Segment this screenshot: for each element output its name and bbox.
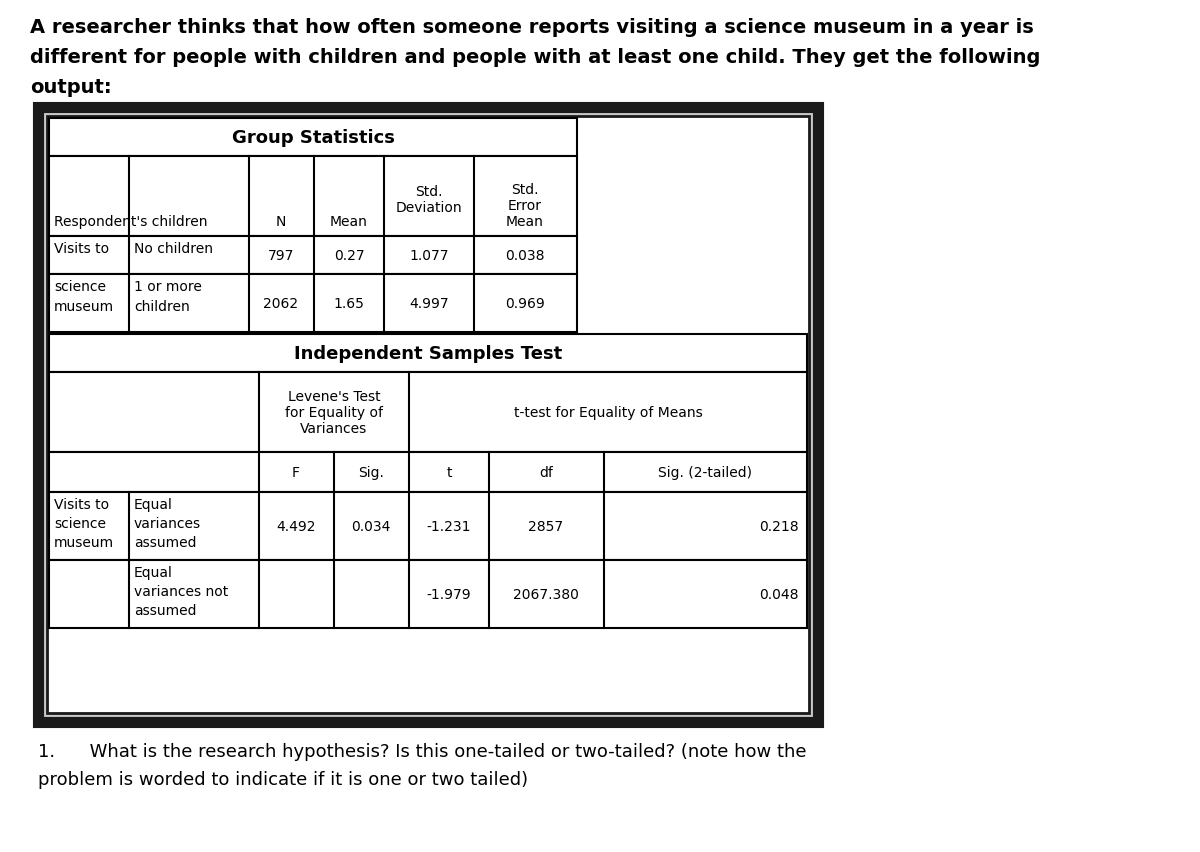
Text: F: F: [292, 465, 300, 480]
Text: assumed: assumed: [134, 535, 197, 550]
Text: Levene's Test
for Equality of
Variances: Levene's Test for Equality of Variances: [286, 389, 383, 435]
Text: Sig. (2-tailed): Sig. (2-tailed): [658, 465, 752, 480]
Text: variances: variances: [134, 516, 202, 531]
Text: t-test for Equality of Means: t-test for Equality of Means: [514, 406, 702, 419]
Text: 0.038: 0.038: [505, 249, 545, 262]
Text: 4.997: 4.997: [409, 296, 449, 311]
Text: 1.65: 1.65: [334, 296, 365, 311]
Text: variances not: variances not: [134, 584, 228, 598]
Text: 2067.380: 2067.380: [514, 587, 578, 602]
Text: output:: output:: [30, 78, 112, 97]
Text: 0.27: 0.27: [334, 249, 365, 262]
Text: Visits to: Visits to: [54, 242, 109, 256]
Bar: [49, 237, 577, 274]
Bar: [49, 452, 808, 492]
Text: N: N: [276, 215, 286, 228]
Text: museum: museum: [54, 535, 114, 550]
Text: Independent Samples Test: Independent Samples Test: [294, 344, 562, 363]
Text: 0.969: 0.969: [505, 296, 545, 311]
Bar: [49, 372, 808, 452]
Text: children: children: [134, 300, 190, 314]
Text: 4.492: 4.492: [276, 520, 316, 533]
Text: Visits to: Visits to: [54, 498, 109, 511]
Text: df: df: [539, 465, 553, 480]
Text: 0.048: 0.048: [760, 587, 799, 602]
Text: Equal: Equal: [134, 566, 173, 579]
Text: Group Statistics: Group Statistics: [232, 129, 395, 147]
Text: Std.
Deviation: Std. Deviation: [396, 185, 462, 215]
Text: 0.218: 0.218: [760, 520, 799, 533]
Text: different for people with children and people with at least one child. They get : different for people with children and p…: [30, 48, 1040, 67]
Text: 797: 797: [268, 249, 294, 262]
Bar: [49, 335, 808, 372]
Text: Equal: Equal: [134, 498, 173, 511]
Text: 0.034: 0.034: [352, 520, 391, 533]
Text: t: t: [446, 465, 451, 480]
Text: Mean: Mean: [330, 215, 368, 228]
Bar: [49, 492, 808, 561]
Text: A researcher thinks that how often someone reports visiting a science museum in : A researcher thinks that how often someo…: [30, 18, 1033, 37]
Text: museum: museum: [54, 300, 114, 314]
Text: 1.077: 1.077: [409, 249, 449, 262]
Bar: [49, 561, 808, 628]
Text: Respondent's children: Respondent's children: [54, 215, 208, 228]
Bar: [47, 117, 809, 713]
Text: -1.231: -1.231: [427, 520, 472, 533]
Text: 1.      What is the research hypothesis? Is this one-tailed or two-tailed? (note: 1. What is the research hypothesis? Is t…: [38, 742, 806, 760]
Text: assumed: assumed: [134, 603, 197, 618]
Text: 1 or more: 1 or more: [134, 279, 202, 294]
Text: Sig.: Sig.: [358, 465, 384, 480]
Text: 2062: 2062: [264, 296, 299, 311]
Text: science: science: [54, 516, 106, 531]
Bar: [49, 274, 577, 332]
Bar: [38, 108, 818, 722]
Bar: [49, 119, 577, 157]
Text: No children: No children: [134, 242, 214, 256]
Text: -1.979: -1.979: [427, 587, 472, 602]
Text: Std.
Error
Mean: Std. Error Mean: [506, 182, 544, 228]
Text: 2857: 2857: [528, 520, 564, 533]
Bar: [49, 157, 577, 237]
Text: problem is worded to indicate if it is one or two tailed): problem is worded to indicate if it is o…: [38, 770, 528, 788]
Text: science: science: [54, 279, 106, 294]
